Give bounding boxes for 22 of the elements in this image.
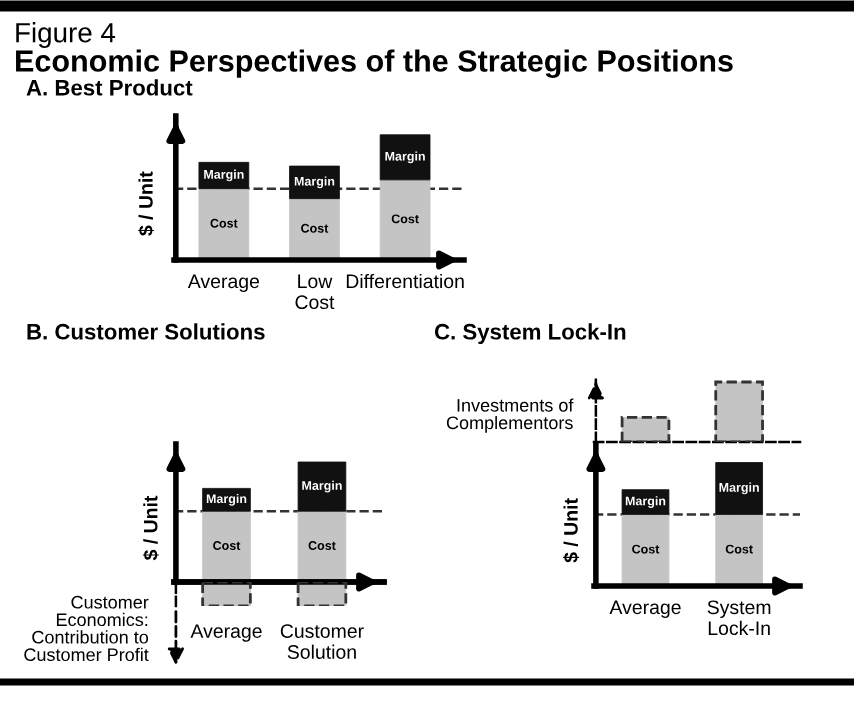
y-axis-title: $ / Unit: [563, 498, 580, 563]
caption: Figure 4: [16, 22, 116, 48]
x-tick-label: Differentiation: [346, 273, 464, 289]
bar: [379, 179, 431, 260]
text: Economic Perspectives of the Strategic Positions: [16, 49, 733, 78]
bar: [289, 165, 340, 200]
chart-title: A. Best Product: [26, 79, 193, 96]
text: Customer Economics: Contribution to Customer Profit: [24, 595, 149, 662]
x-tick-label: Average: [187, 274, 260, 293]
chart-title: C. System Lock-In: [434, 323, 626, 344]
chart-title: B. Customer Solutions: [27, 323, 265, 340]
x-tick-label: Customer Solution: [280, 624, 364, 659]
y-axis-title: Investments of Complementors: [446, 398, 574, 433]
x-tick-label: Average: [609, 600, 681, 619]
x-tick-label: Average: [190, 624, 262, 642]
x-tick-label: Low Cost: [295, 274, 335, 310]
y-axis-title: $ / Unit: [142, 495, 159, 561]
bar: [198, 188, 250, 260]
bar: [379, 134, 431, 181]
bar: [289, 198, 340, 260]
y-axis-title: $ / Unit: [138, 171, 155, 236]
x-tick-label: System Lock-In: [707, 600, 771, 636]
